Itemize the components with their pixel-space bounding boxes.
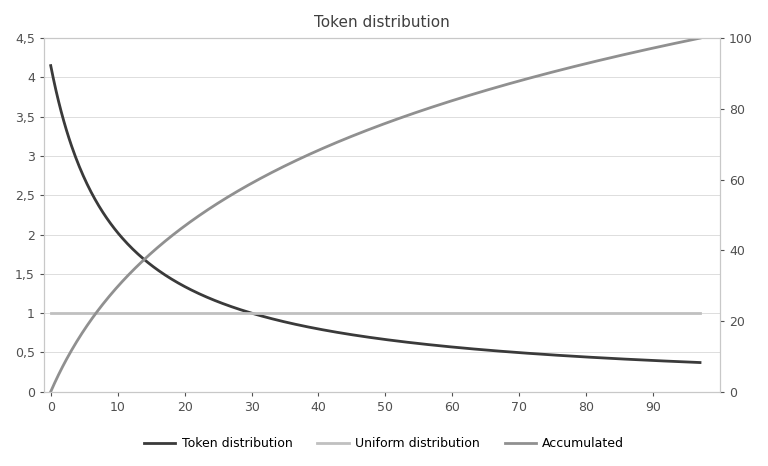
Accumulated <box>46 389 55 395</box>
Accumulated <box>432 103 442 108</box>
Accumulated <box>680 39 689 44</box>
Token distribution <box>46 63 55 69</box>
Uniform distribution <box>695 310 704 316</box>
Accumulated <box>695 35 704 41</box>
Line: Token distribution: Token distribution <box>51 66 700 363</box>
Token distribution <box>355 333 364 339</box>
Uniform distribution <box>432 310 442 316</box>
Uniform distribution <box>359 310 368 316</box>
Accumulated <box>355 130 364 136</box>
Uniform distribution <box>578 310 588 316</box>
Uniform distribution <box>397 310 406 316</box>
Line: Accumulated: Accumulated <box>51 38 700 392</box>
Uniform distribution <box>680 310 689 316</box>
Accumulated <box>578 62 588 67</box>
Uniform distribution <box>355 310 364 316</box>
Uniform distribution <box>46 310 55 316</box>
Legend: Token distribution, Uniform distribution, Accumulated: Token distribution, Uniform distribution… <box>139 432 629 455</box>
Token distribution <box>578 354 588 360</box>
Token distribution <box>432 343 442 348</box>
Token distribution <box>359 334 368 339</box>
Accumulated <box>397 115 406 120</box>
Accumulated <box>359 129 368 135</box>
Token distribution <box>397 339 406 344</box>
Token distribution <box>695 360 704 365</box>
Token distribution <box>680 359 689 365</box>
Title: Token distribution: Token distribution <box>314 15 450 30</box>
